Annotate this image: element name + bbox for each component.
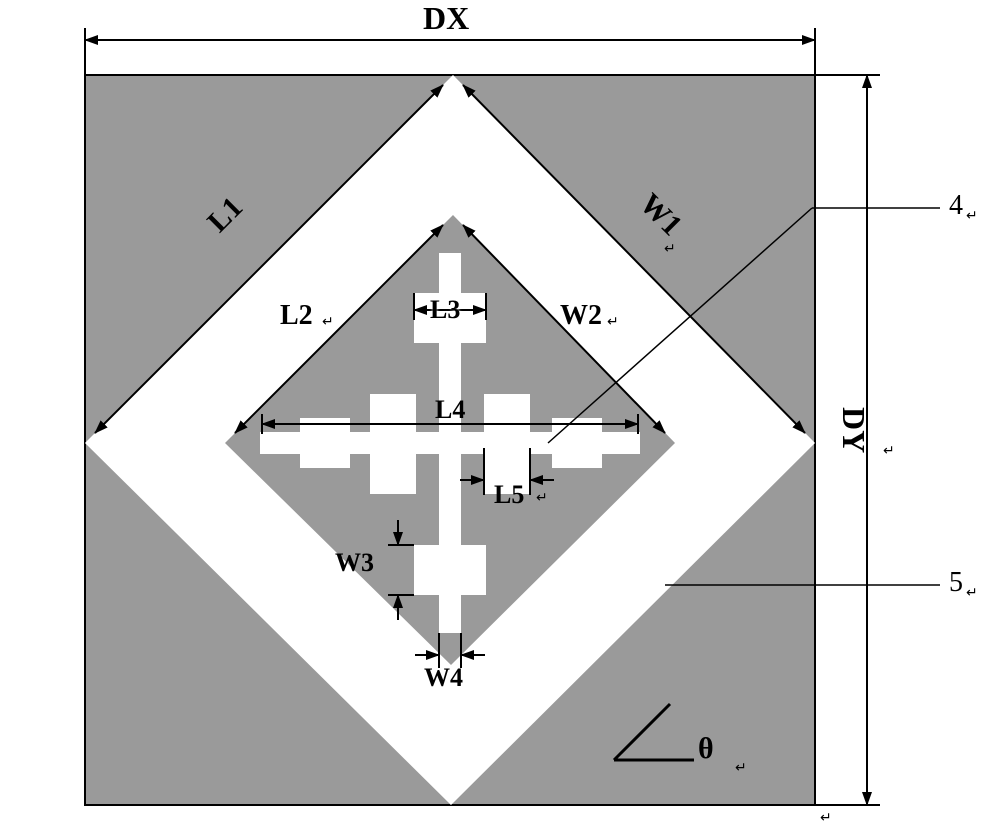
callout-4: 4 xyxy=(949,190,963,222)
svg-text:↵: ↵ xyxy=(735,761,747,776)
svg-text:↵: ↵ xyxy=(883,444,895,459)
callout-5: 5 xyxy=(949,567,963,599)
label-DX: DX xyxy=(423,0,469,37)
label-L3: L3 xyxy=(430,295,460,325)
svg-text:↵: ↵ xyxy=(820,811,832,826)
label-W2: W2 xyxy=(560,300,602,332)
label-theta: θ xyxy=(698,732,714,766)
label-DY: DY xyxy=(835,407,872,453)
label-L5: L5 xyxy=(494,480,524,510)
svg-text:↵: ↵ xyxy=(607,315,619,330)
svg-text:↵: ↵ xyxy=(966,209,978,224)
svg-text:↵: ↵ xyxy=(536,491,548,506)
svg-text:↵: ↵ xyxy=(966,586,978,601)
svg-text:↵: ↵ xyxy=(322,315,334,330)
label-L2: L2 xyxy=(280,300,313,332)
label-L4: L4 xyxy=(435,395,465,425)
label-W3: W3 xyxy=(335,548,374,578)
antenna-structure xyxy=(85,75,815,805)
label-W4: W4 xyxy=(424,663,463,693)
svg-text:↵: ↵ xyxy=(664,242,676,257)
